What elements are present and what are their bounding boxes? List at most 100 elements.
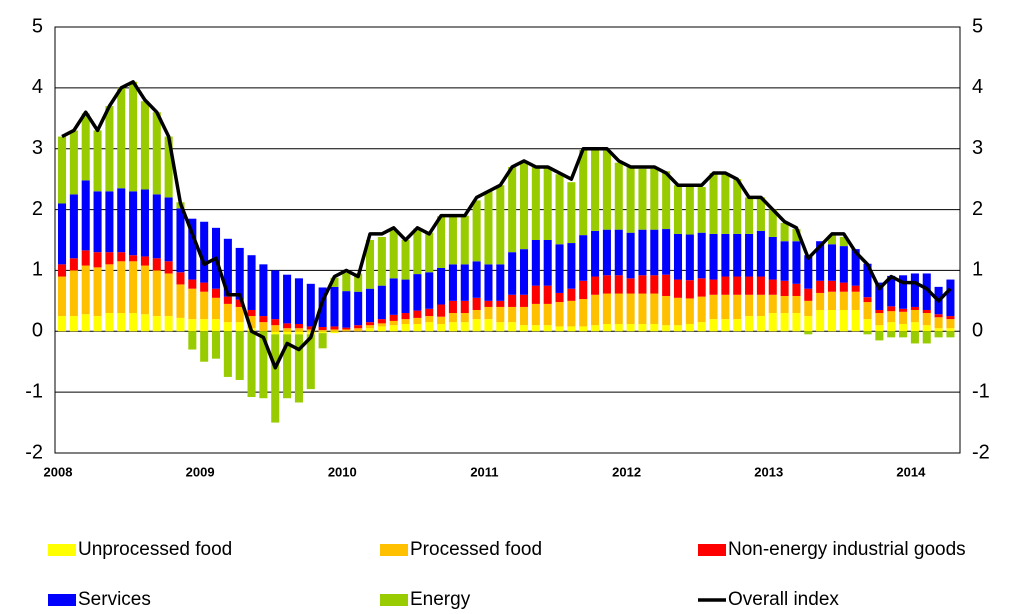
- bar-segment: [946, 316, 955, 320]
- bar-segment: [709, 233, 718, 280]
- bar-segment: [768, 313, 777, 332]
- bar-segment: [922, 309, 931, 314]
- bar-segment: [543, 325, 552, 332]
- bar-segment: [105, 191, 114, 253]
- bar-segment: [721, 319, 730, 332]
- bar-segment: [899, 308, 908, 312]
- bar-segment: [188, 288, 197, 320]
- bar-segment: [235, 331, 244, 380]
- bar-segment: [164, 136, 173, 198]
- bar-segment: [638, 323, 647, 332]
- bar-segment: [756, 276, 765, 295]
- legend-label: Non-energy industrial goods: [728, 539, 966, 560]
- line: [61, 80, 952, 370]
- bar-segment: [342, 291, 351, 328]
- bar-segment: [152, 194, 161, 259]
- bar-segment: [413, 310, 422, 318]
- bar-segment: [851, 309, 860, 332]
- bar-segment: [922, 325, 931, 332]
- bar-segment: [425, 308, 434, 317]
- y2-tick-label: -1: [972, 380, 990, 402]
- bar-segment: [673, 233, 683, 280]
- bar-segment: [602, 150, 611, 230]
- bar-segment: [58, 276, 67, 317]
- bar-segment: [863, 302, 872, 320]
- bar-segment: [283, 331, 292, 335]
- bar-segment: [673, 279, 683, 298]
- bar-segment: [223, 331, 232, 377]
- bar-segment: [365, 328, 375, 332]
- bar-segment: [792, 313, 801, 332]
- bar-segment: [756, 294, 765, 317]
- bar-segment: [910, 309, 919, 323]
- bar-segment: [804, 300, 813, 317]
- legend-label: Unprocessed food: [78, 539, 232, 560]
- bar-segment: [922, 331, 931, 344]
- bar-segment: [294, 334, 303, 403]
- bar-segment: [875, 331, 884, 341]
- bar-segment: [330, 326, 339, 330]
- bar-segment: [448, 300, 457, 314]
- bar-segment: [389, 229, 398, 279]
- bar-segment: [650, 229, 659, 276]
- bar-segment: [377, 319, 386, 324]
- bar-segment: [223, 322, 232, 332]
- bar-segment: [673, 297, 683, 326]
- y-tick-label: -1: [25, 380, 43, 402]
- bar-segment: [662, 171, 671, 230]
- bar-segment: [81, 250, 90, 266]
- bar-segment: [401, 323, 410, 332]
- bar-segment: [330, 277, 339, 287]
- bar-segment: [851, 285, 860, 292]
- bar-segment: [662, 229, 671, 275]
- bar-segment: [81, 314, 90, 332]
- bar-segment: [816, 280, 825, 293]
- bar-segment: [188, 331, 197, 350]
- y-tick-label: 5: [32, 15, 43, 37]
- y2-tick-label: -2: [972, 441, 990, 463]
- bar-segment: [626, 165, 635, 233]
- bar-segment: [283, 323, 292, 329]
- bar-segment: [401, 319, 410, 324]
- bar-segment: [756, 230, 765, 277]
- bar-segment: [223, 238, 232, 297]
- bar-segment: [650, 275, 659, 294]
- bar-segment: [235, 247, 244, 300]
- bar-segment: [235, 322, 244, 332]
- bar-segment: [484, 300, 493, 307]
- bar-segment: [117, 87, 126, 189]
- bar-segment: [105, 106, 114, 192]
- bar-segment: [946, 331, 955, 338]
- bar-segment: [105, 252, 114, 265]
- bar-segment: [306, 329, 315, 332]
- bar-segment: [294, 328, 303, 332]
- bar-segment: [271, 331, 280, 335]
- bar-segment: [650, 293, 659, 324]
- bar-segment: [437, 304, 446, 317]
- bar-segment: [839, 291, 848, 310]
- y-tick-label: 1: [32, 259, 43, 281]
- bar-segment: [827, 291, 837, 310]
- bar-segment: [721, 233, 730, 277]
- bar-segment: [685, 234, 694, 281]
- bar-segment: [200, 331, 209, 362]
- bar-segment: [294, 323, 303, 329]
- bar-segment: [164, 197, 173, 262]
- bar-segment: [555, 302, 564, 327]
- bar-segment: [425, 272, 434, 309]
- bar-segment: [129, 255, 138, 262]
- legend-swatch: [380, 594, 408, 606]
- bar-segment: [745, 276, 754, 295]
- bar-segment: [389, 325, 398, 332]
- bar-segment: [685, 298, 694, 324]
- bar-segment: [863, 297, 872, 303]
- bar-segment: [591, 148, 600, 231]
- bar-segment: [211, 288, 221, 298]
- bar-segment: [591, 276, 600, 295]
- bar-segment: [887, 322, 896, 332]
- bar-segment: [934, 328, 943, 332]
- bar-segment: [579, 280, 588, 300]
- bar-segment: [472, 261, 481, 298]
- y2-tick-label: 5: [972, 15, 983, 37]
- bar-segment: [460, 215, 469, 265]
